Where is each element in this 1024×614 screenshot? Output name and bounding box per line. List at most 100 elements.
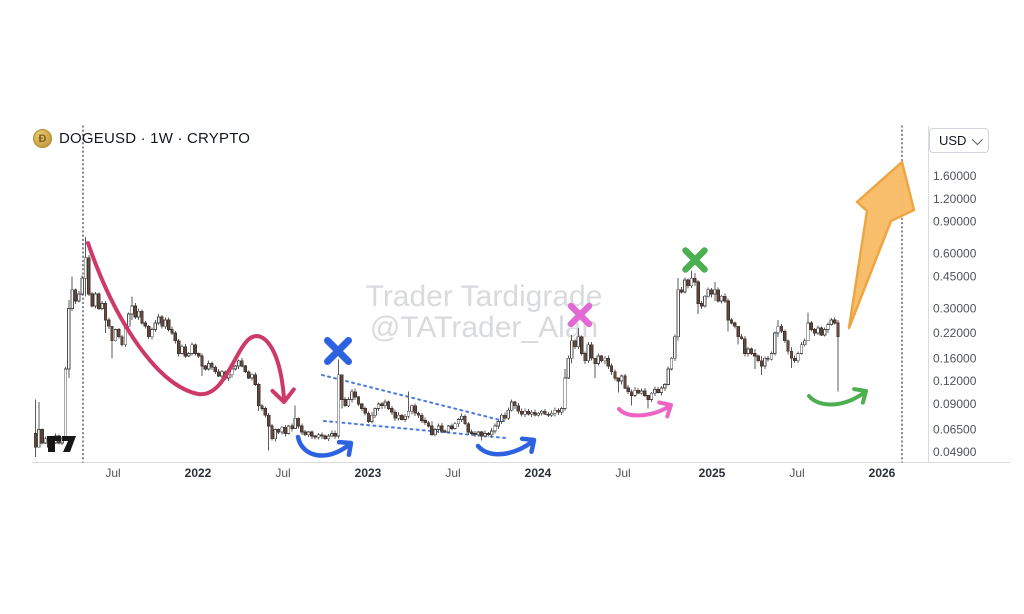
candle-body: [696, 281, 700, 304]
candle-body: [270, 425, 274, 440]
chevron-down-icon: [971, 133, 984, 145]
candle-body: [559, 408, 564, 413]
candle-body: [423, 420, 427, 424]
candle-body: [187, 353, 191, 357]
price-axis-label: 0.06500: [933, 423, 977, 437]
blue-bounce-arrow-2[interactable]: [475, 436, 537, 457]
candle-body: [836, 322, 840, 338]
candle-body: [220, 371, 224, 377]
candle-body: [160, 316, 164, 327]
candle-body: [663, 384, 667, 389]
candle-body: [197, 353, 201, 357]
candle-body: [326, 435, 331, 440]
candle-body: [686, 279, 690, 287]
candle-body: [569, 340, 574, 359]
price-axis[interactable]: 1.60000 1.20000 0.90000 0.60000 0.45000 0.300…: [933, 169, 977, 459]
price-axis-label: 0.45000: [933, 269, 977, 283]
symbol-header[interactable]: Ð DOGEUSD · 1W · CRYPTO: [33, 129, 250, 148]
wedge-lower-dotted-line[interactable]: [323, 420, 507, 439]
candle-body: [563, 377, 567, 409]
candle-body: [306, 431, 311, 436]
pink-bounce-arrow-head: [657, 400, 673, 419]
candle-body: [163, 319, 168, 327]
candle-body: [599, 355, 604, 362]
candle-body: [786, 340, 790, 352]
candle-body: [117, 329, 121, 338]
watermark-line2: @TATrader_Alan: [369, 311, 599, 344]
candle-body: [783, 330, 787, 342]
candle-body: [210, 363, 214, 368]
candle-body: [376, 403, 381, 409]
candle-body: [609, 365, 614, 373]
candle-body: [233, 365, 237, 370]
candle-body: [293, 417, 297, 429]
candle-body: [360, 403, 364, 409]
candle-body: [516, 405, 520, 412]
orange-projection-arrow[interactable]: [847, 160, 916, 330]
candle-body: [400, 414, 404, 420]
magenta-x-mark-stroke: [567, 302, 593, 328]
candle-body: [773, 332, 777, 354]
candle-body: [593, 357, 597, 364]
candle-body: [336, 374, 341, 437]
candle-body: [147, 325, 151, 338]
candle-body: [406, 410, 411, 417]
time-axis-year-label: 2025: [699, 466, 726, 480]
candle-body: [679, 289, 684, 293]
candle-body: [90, 293, 94, 307]
candle-body: [443, 430, 447, 433]
candle-body: [666, 368, 670, 385]
candle-body: [470, 431, 474, 434]
candle-body: [833, 319, 837, 324]
candle-body: [253, 374, 257, 385]
candle-body: [543, 410, 547, 415]
candle-body: [583, 353, 587, 362]
pink-bounce-arrow[interactable]: [617, 400, 673, 419]
green-x-mark[interactable]: [682, 247, 708, 273]
time-axis-year-label: 2026: [869, 466, 896, 480]
candle-body: [579, 336, 584, 354]
tradingview-logo[interactable]: [47, 436, 76, 452]
blue-bounce-arrow-2-shaft: [475, 438, 536, 457]
blue-bounce-arrow-1[interactable]: [295, 434, 354, 458]
candle-body: [426, 422, 431, 427]
blue-x-mark[interactable]: [324, 337, 352, 365]
candle-body: [63, 368, 68, 440]
currency-selector-button[interactable]: USD: [929, 128, 989, 153]
candle-body: [243, 365, 247, 373]
candle-body: [240, 360, 244, 367]
candle-body: [436, 425, 441, 431]
green-bounce-arrow[interactable]: [807, 387, 868, 407]
candle-body: [576, 336, 580, 348]
candle-body: [97, 293, 101, 309]
magenta-x-mark[interactable]: [567, 302, 593, 328]
candle-body: [546, 413, 550, 416]
time-axis-month-label: Jul: [789, 466, 804, 480]
candle-body: [603, 357, 607, 362]
candle-body: [420, 414, 424, 421]
candle-body: [33, 432, 38, 448]
wedge-upper-dotted-line[interactable]: [321, 374, 505, 422]
candle-body: [173, 332, 178, 342]
candle-body: [596, 355, 600, 364]
symbol-title: DOGEUSD · 1W · CRYPTO: [59, 130, 251, 147]
candle-body: [296, 417, 301, 427]
candle-body: [829, 319, 834, 325]
candle-body: [263, 408, 267, 416]
candle-body: [150, 329, 154, 338]
price-axis-label: 1.60000: [933, 169, 977, 183]
pink-bounce-arrow-shaft: [617, 404, 672, 418]
candle-body: [589, 344, 594, 359]
candle-body: [333, 432, 337, 437]
candle-body: [433, 429, 437, 436]
pink-decline-arrow[interactable]: [86, 241, 296, 404]
candle-body: [276, 429, 281, 433]
candle-body: [619, 375, 624, 382]
candle-body: [403, 415, 407, 420]
candle-body: [626, 387, 630, 393]
time-axis[interactable]: Jul 2022 Jul 2023 Jul 2024 Jul 2025 Jul 2026: [105, 466, 895, 480]
candle-body: [520, 410, 524, 415]
candle-body: [103, 303, 108, 321]
